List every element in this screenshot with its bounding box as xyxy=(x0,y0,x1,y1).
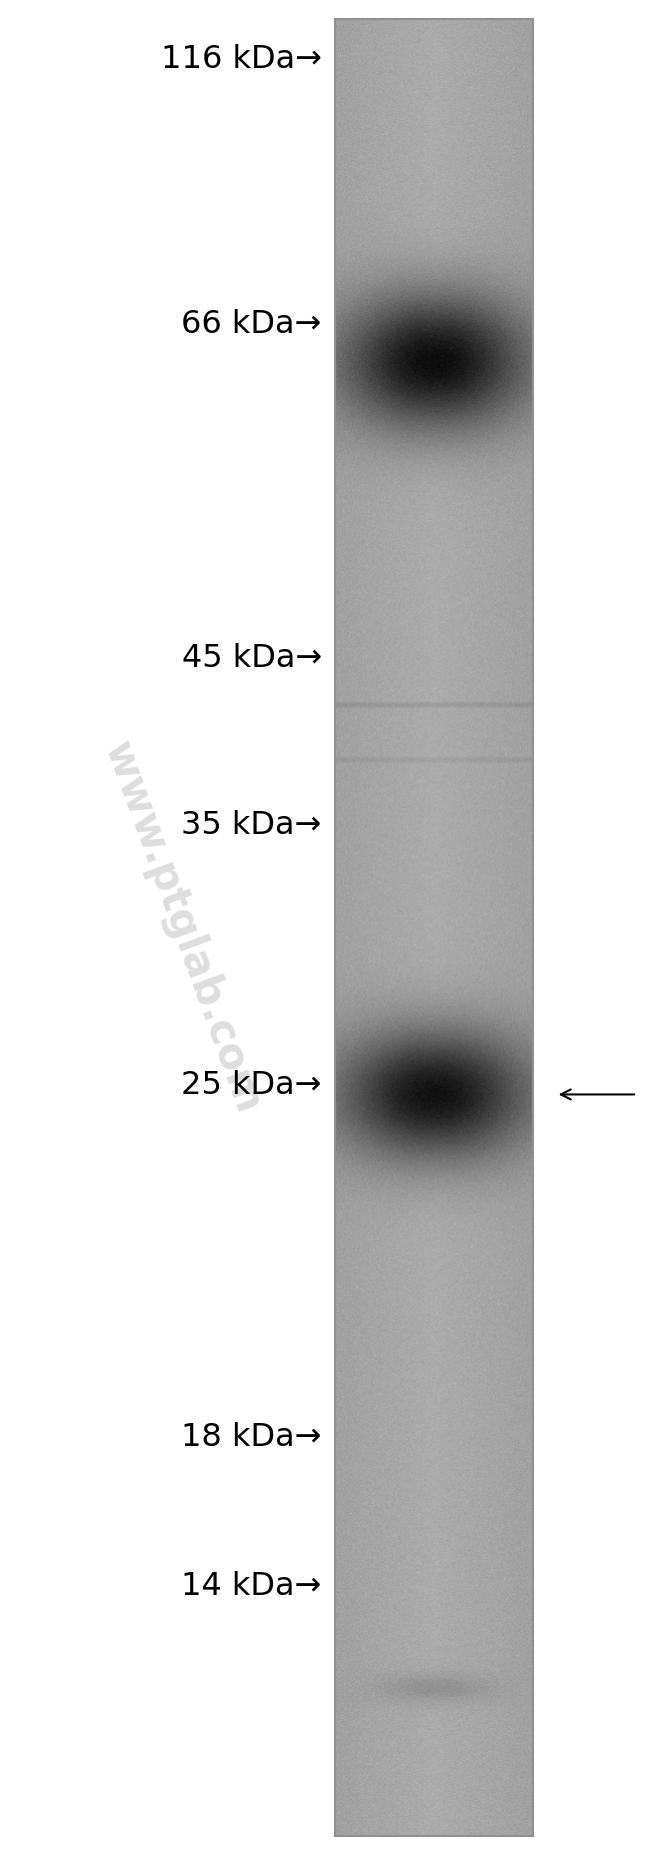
Text: 35 kDa→: 35 kDa→ xyxy=(181,811,322,840)
Text: 45 kDa→: 45 kDa→ xyxy=(181,644,322,673)
Text: 116 kDa→: 116 kDa→ xyxy=(161,45,322,74)
Text: 14 kDa→: 14 kDa→ xyxy=(181,1571,322,1601)
Text: www.ptglab.com: www.ptglab.com xyxy=(95,736,269,1119)
Text: 18 kDa→: 18 kDa→ xyxy=(181,1423,322,1452)
Text: 25 kDa→: 25 kDa→ xyxy=(181,1070,322,1100)
Bar xyxy=(335,19,533,1836)
Text: 66 kDa→: 66 kDa→ xyxy=(181,310,322,339)
